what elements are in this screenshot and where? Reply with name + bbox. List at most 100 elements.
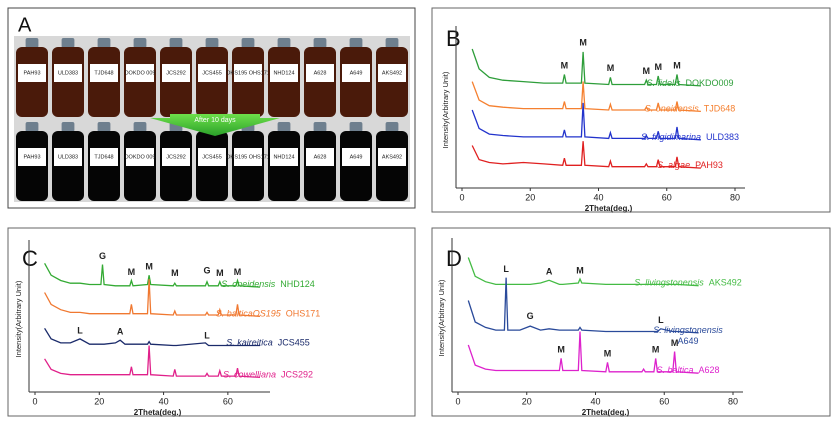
- xrd-trace: [471, 48, 701, 87]
- bottle-label: [378, 64, 406, 82]
- panel-letter: D: [446, 246, 462, 271]
- bottle-cap: [385, 122, 399, 132]
- peak-label: G: [99, 251, 106, 261]
- legend-strain: PAH93: [695, 161, 723, 171]
- bottle-cap: [313, 38, 327, 48]
- legend-strain: AKS492: [709, 278, 742, 288]
- peak-label: M: [145, 262, 153, 272]
- peak-label: L: [77, 325, 83, 335]
- legend-entry: S. oneidensis NHD124: [221, 280, 315, 290]
- legend-species: S. cowelliana: [223, 370, 276, 380]
- panel-d-frame: [431, 227, 831, 417]
- x-tick-label: 40: [159, 396, 169, 406]
- bottle-cap: [205, 38, 219, 48]
- bottle-label-text: NHD124: [273, 154, 294, 160]
- bottle-label-text: PAH93: [23, 154, 40, 160]
- panel-c-frame: [7, 227, 416, 417]
- bottle-cap: [61, 122, 75, 132]
- x-tick-label: 20: [522, 396, 532, 406]
- xrd-trace: [471, 102, 701, 141]
- bottle-label-text: ULD383: [58, 154, 78, 160]
- xrd-trace: [44, 345, 261, 379]
- legend-species: S. oneidensis: [645, 104, 700, 114]
- peak-label: M: [234, 267, 242, 277]
- legend-strain: A649: [677, 336, 698, 346]
- bottle-label-text: JCS292: [166, 70, 186, 76]
- legend-species: S. frigidimarina: [641, 132, 701, 142]
- legend-species: S. baltica: [656, 366, 693, 376]
- legend-species: S. balticaOS195: [216, 309, 282, 319]
- x-tick-label: 60: [223, 396, 233, 406]
- bottle-cap: [169, 38, 183, 48]
- bottle-cap: [385, 38, 399, 48]
- peak-label: L: [204, 331, 210, 341]
- bottle-cap: [241, 38, 255, 48]
- bottle-label: [234, 148, 262, 166]
- bottle-label: [162, 148, 190, 166]
- bottle-label: [162, 64, 190, 82]
- bottle-cap: [25, 122, 39, 132]
- legend-entry: S. livingstonensis AKS492: [634, 278, 742, 288]
- legend-strain: A628: [699, 366, 720, 376]
- legend-entry: S. kaireitica JCS455: [226, 338, 310, 348]
- legend-entry: S. frigidimarina ULD383: [641, 132, 739, 142]
- bottle-label: [198, 148, 226, 166]
- y-axis-label: Intensity(Arbitrary Unit): [441, 71, 450, 148]
- peak-label: M: [171, 268, 179, 278]
- legend-species: S. livingstonensis: [653, 325, 723, 335]
- bottle-label: [342, 64, 370, 82]
- bottle-label-text: ULD383: [58, 70, 78, 76]
- bottle-label: [90, 64, 118, 82]
- peak-label: M: [607, 63, 615, 73]
- xrd-trace: [44, 279, 261, 317]
- bottle-label: [306, 64, 334, 82]
- peak-label: M: [561, 60, 569, 70]
- bottle-label-text: DOKDO 009: [125, 154, 156, 160]
- bottle-label-text: AKS492: [382, 154, 402, 160]
- bottle-label: [234, 64, 262, 82]
- peak-label: M: [671, 338, 679, 348]
- xrd-trace: [471, 81, 701, 113]
- x-tick-label: 60: [659, 396, 669, 406]
- x-tick-label: 20: [94, 396, 104, 406]
- bottle-cap: [25, 38, 39, 48]
- legend-strain: DOKDO009: [686, 78, 734, 88]
- bottle-label-text: A628: [314, 70, 327, 76]
- bottle-cap: [97, 38, 111, 48]
- photo: A PAH93 ULD383 TJD648 DOKDO 009 JCS292 JCS455 O…: [14, 14, 410, 202]
- x-tick-label: 0: [32, 396, 37, 406]
- y-axis-label: Intensity(Arbitrary Unit): [14, 280, 23, 357]
- bottle-label-text: JCS292: [166, 154, 186, 160]
- legend-strain: JCS292: [281, 370, 313, 380]
- x-axis-label: 2Theta(deg.): [134, 408, 182, 417]
- peak-label: A: [117, 327, 124, 337]
- legend-strain: OHS171: [286, 309, 321, 319]
- bottle-label: [90, 148, 118, 166]
- x-tick-label: 60: [662, 192, 672, 202]
- arrow-caption: After 10 days: [194, 117, 236, 124]
- bottle-label-text: JCS455: [202, 154, 222, 160]
- bottle-label: [270, 148, 298, 166]
- peak-label: L: [503, 264, 509, 274]
- x-tick-label: 80: [730, 192, 740, 202]
- bottle-label-text: AKS492: [382, 70, 402, 76]
- bottle-label-text: PAH93: [23, 70, 40, 76]
- legend-strain: NHD124: [280, 280, 315, 290]
- x-tick-label: 0: [455, 396, 460, 406]
- peak-label: M: [216, 268, 224, 278]
- bottle-cap: [277, 122, 291, 132]
- panel-letter: A: [18, 14, 32, 36]
- bottle-cap: [61, 38, 75, 48]
- bottle-label-text: A649: [350, 70, 363, 76]
- legend-strain: TJD648: [704, 104, 736, 114]
- peak-label: G: [203, 266, 210, 276]
- bottle-label: [306, 148, 334, 166]
- xrd-trace: [467, 331, 699, 374]
- x-tick-label: 80: [728, 396, 738, 406]
- xrd-trace: [44, 327, 260, 347]
- panel-letter: B: [446, 26, 461, 51]
- legend-species: S. fidelis: [646, 78, 681, 88]
- bottle-cap: [277, 38, 291, 48]
